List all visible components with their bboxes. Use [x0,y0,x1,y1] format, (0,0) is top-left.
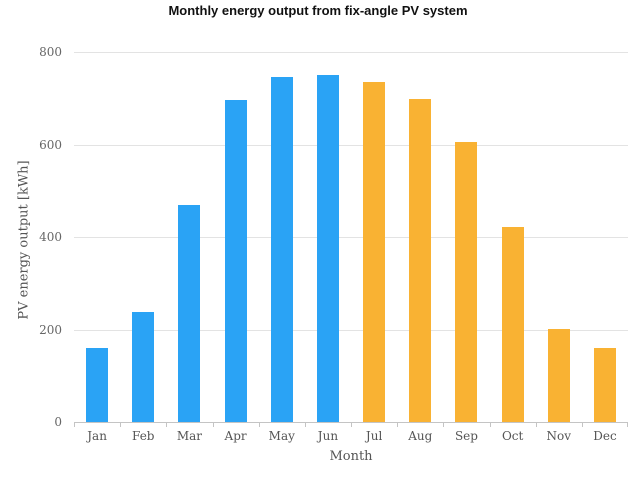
x-boundary-tick-4 [258,422,260,427]
bar-may [270,77,293,422]
x-tick-label-nov: Nov [546,429,572,443]
bar-mar [178,204,201,422]
x-boundary-tick-0 [74,422,75,427]
x-boundary-tick-5 [304,422,306,427]
x-tick-label-jun: Jun [317,429,339,443]
x-boundary-tick-2 [166,422,168,427]
bar-feb [132,311,155,422]
gridline-400 [74,237,628,238]
x-axis-tick-labels: Jan Feb Mar Apr May Jun Jul Aug Sep Oct Nov Dec [74,429,628,443]
bar-jun [316,75,339,422]
y-tick-label-0: 0 [54,415,62,429]
bar-slot-apr [213,52,259,422]
x-boundary-tick-11 [581,422,583,427]
x-tick-label-jan: Jan [87,429,107,443]
x-tick-label-feb: Feb [132,429,155,443]
x-boundary-tick-8 [443,422,445,427]
bar-slot-oct [490,52,536,422]
x-tick-label-apr: Apr [224,429,247,443]
y-axis-tick-labels: 0 200 400 600 800 [0,46,62,428]
x-tick-label-mar: Mar [176,429,203,443]
y-tick-label-800: 800 [39,45,62,59]
x-tick-label-jul: Jul [365,429,383,443]
y-tick-label-400: 400 [39,230,62,244]
x-tick-label-dec: Dec [593,429,617,443]
plot-area [74,52,628,427]
bar-aug [409,99,432,422]
bar-slot-feb [120,52,166,422]
bar-slot-aug [397,52,443,422]
x-boundary-tick-12 [627,422,628,427]
chart-title: Monthly energy output from fix-angle PV … [168,3,468,18]
x-boundary-tick-6 [351,422,352,427]
y-tick-label-600: 600 [39,137,62,152]
bars-row [74,52,628,422]
x-boundary-tick-3 [212,422,214,427]
bar-slot-jul [351,52,397,422]
y-tick-label-200: 200 [39,322,62,337]
bar-jan [86,348,109,422]
x-boundary-tick-10 [535,422,537,427]
x-tick-label-sep: Sep [454,429,478,443]
x-axis-label: Month [329,449,373,464]
bar-jul [363,82,386,422]
x-boundary-tick-9 [489,422,491,427]
bar-sep [455,142,478,422]
x-tick-label-may: May [268,429,295,443]
bar-dec [593,348,616,422]
x-tick-label-aug: Aug [408,429,433,443]
bar-oct [501,226,524,422]
bar-slot-jun [305,52,351,422]
bar-slot-dec [582,52,628,422]
bar-slot-jan [74,52,120,422]
bar-slot-sep [443,52,489,422]
gridline-600 [74,144,628,146]
bar-nov [547,328,570,422]
gridline-800 [74,52,628,53]
bar-slot-may [259,52,305,422]
gridline-200 [74,329,628,331]
bar-slot-mar [166,52,212,422]
bar-slot-nov [536,52,582,422]
x-boundary-tick-7 [397,422,399,427]
x-tick-label-oct: Oct [501,429,524,443]
bar-apr [224,99,247,422]
x-boundary-tick-1 [120,422,122,427]
